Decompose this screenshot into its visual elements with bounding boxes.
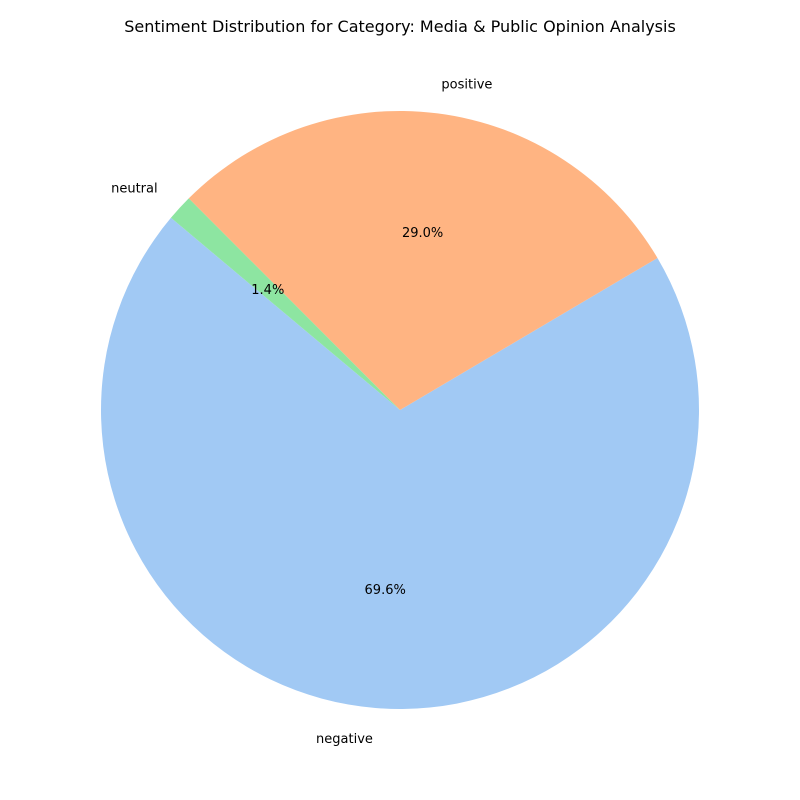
slice-label-negative: negative [316,732,373,747]
slice-percent-positive: 29.0% [402,226,443,241]
slice-percent-neutral: 1.4% [251,283,284,298]
pie-slice-neutral [170,198,400,410]
slice-percent-negative: 69.6% [365,583,406,598]
slice-label-positive: positive [441,78,492,93]
pie-slice-negative [100,217,699,710]
pie-slice-positive [188,111,658,411]
chart-title: Sentiment Distribution for Category: Med… [124,17,676,36]
pie-slices [100,111,699,710]
pie-labels: negative 69.6% positive 29.0% neutral 1.4% [111,78,492,747]
slice-label-neutral: neutral [111,182,158,197]
